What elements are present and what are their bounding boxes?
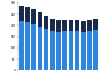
Bar <box>93 19 98 30</box>
Bar <box>25 22 30 70</box>
Bar <box>68 20 73 31</box>
Bar <box>68 31 73 70</box>
Bar <box>87 31 92 70</box>
Bar <box>87 20 92 31</box>
Bar <box>56 20 61 32</box>
Bar <box>62 31 67 70</box>
Bar <box>25 7 30 22</box>
Bar <box>75 20 79 31</box>
Bar <box>38 12 42 27</box>
Bar <box>50 19 55 31</box>
Bar <box>50 31 55 70</box>
Bar <box>31 24 36 70</box>
Bar <box>75 31 79 70</box>
Bar <box>44 16 48 29</box>
Bar <box>19 21 24 70</box>
Bar <box>81 32 86 70</box>
Bar <box>31 9 36 24</box>
Bar <box>81 21 86 32</box>
Bar <box>93 30 98 70</box>
Bar <box>62 20 67 31</box>
Bar <box>56 32 61 70</box>
Bar <box>44 29 48 70</box>
Bar <box>19 6 24 21</box>
Bar <box>38 27 42 70</box>
